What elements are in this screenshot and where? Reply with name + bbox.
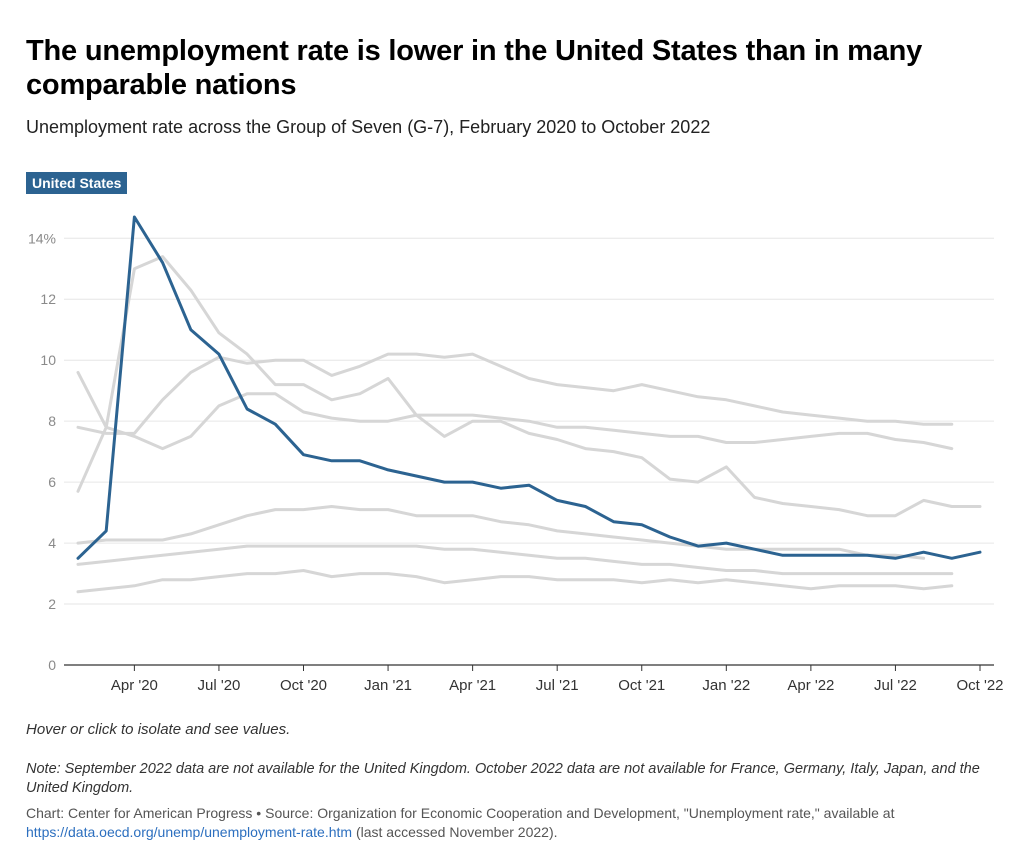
chart-source: Chart: Center for American Progress • So…: [26, 804, 986, 842]
chart-note: Note: September 2022 data are not availa…: [26, 761, 980, 796]
x-tick-label: Oct '21: [618, 677, 665, 694]
y-tick-label: 2: [48, 596, 56, 612]
series-line-other-3[interactable]: [76, 370, 954, 451]
chart-title: The unemployment rate is lower in the Un…: [26, 35, 923, 101]
other-country-lines[interactable]: [76, 255, 982, 594]
y-tick-label: 4: [48, 535, 56, 551]
y-tick-label: 12: [40, 291, 56, 307]
chart-subtitle: Unemployment rate across the Group of Se…: [26, 117, 711, 137]
x-tick-label: Apr '22: [787, 677, 834, 694]
series-line-other-4[interactable]: [76, 505, 926, 560]
series-line-other-2[interactable]: [76, 352, 954, 435]
series-line-other-5[interactable]: [76, 544, 954, 576]
x-tick-label: Jul '21: [536, 677, 579, 694]
y-axis-ticks: 0 2 4 6 8 10 12 14%: [28, 230, 56, 673]
x-tick-label: Oct '20: [280, 677, 327, 694]
y-tick-label: 14%: [28, 230, 56, 246]
x-tick-label: Jan '21: [364, 677, 412, 694]
series-line-other-6[interactable]: [76, 569, 954, 594]
legend-united-states[interactable]: United States: [26, 172, 128, 194]
x-tick-label: Apr '20: [111, 677, 158, 694]
x-tick-label: Oct '22: [956, 677, 1003, 694]
source-text: Chart: Center for American Progress • So…: [26, 805, 895, 821]
series-line-united-states[interactable]: [76, 215, 982, 560]
source-link[interactable]: https://data.oecd.org/unemp/unemployment…: [26, 824, 353, 840]
y-tick-label: 10: [40, 352, 56, 368]
y-tick-label: 8: [48, 413, 56, 429]
x-tick-label: Jan '22: [702, 677, 750, 694]
source-suffix: (last accessed November 2022).: [355, 824, 558, 840]
x-tick-label: Jul '22: [874, 677, 917, 694]
line-chart[interactable]: 0 2 4 6 8 10 12 14% Apr '20 Jul '20 Oct '20 Jan '2…: [0, 0, 1024, 700]
y-tick-label: 6: [48, 474, 56, 490]
x-axis: Apr '20 Jul '20 Oct '20 Jan '21 Apr '21 Jul '…: [64, 664, 1004, 694]
gridlines: [64, 237, 994, 605]
y-tick-label: 0: [48, 657, 56, 673]
highlight-line[interactable]: [76, 215, 982, 560]
x-tick-label: Apr '21: [449, 677, 496, 694]
x-tick-label: Jul '20: [197, 677, 240, 694]
interaction-hint: Hover or click to isolate and see values…: [26, 721, 291, 738]
series-line-other-1[interactable]: [76, 255, 982, 518]
